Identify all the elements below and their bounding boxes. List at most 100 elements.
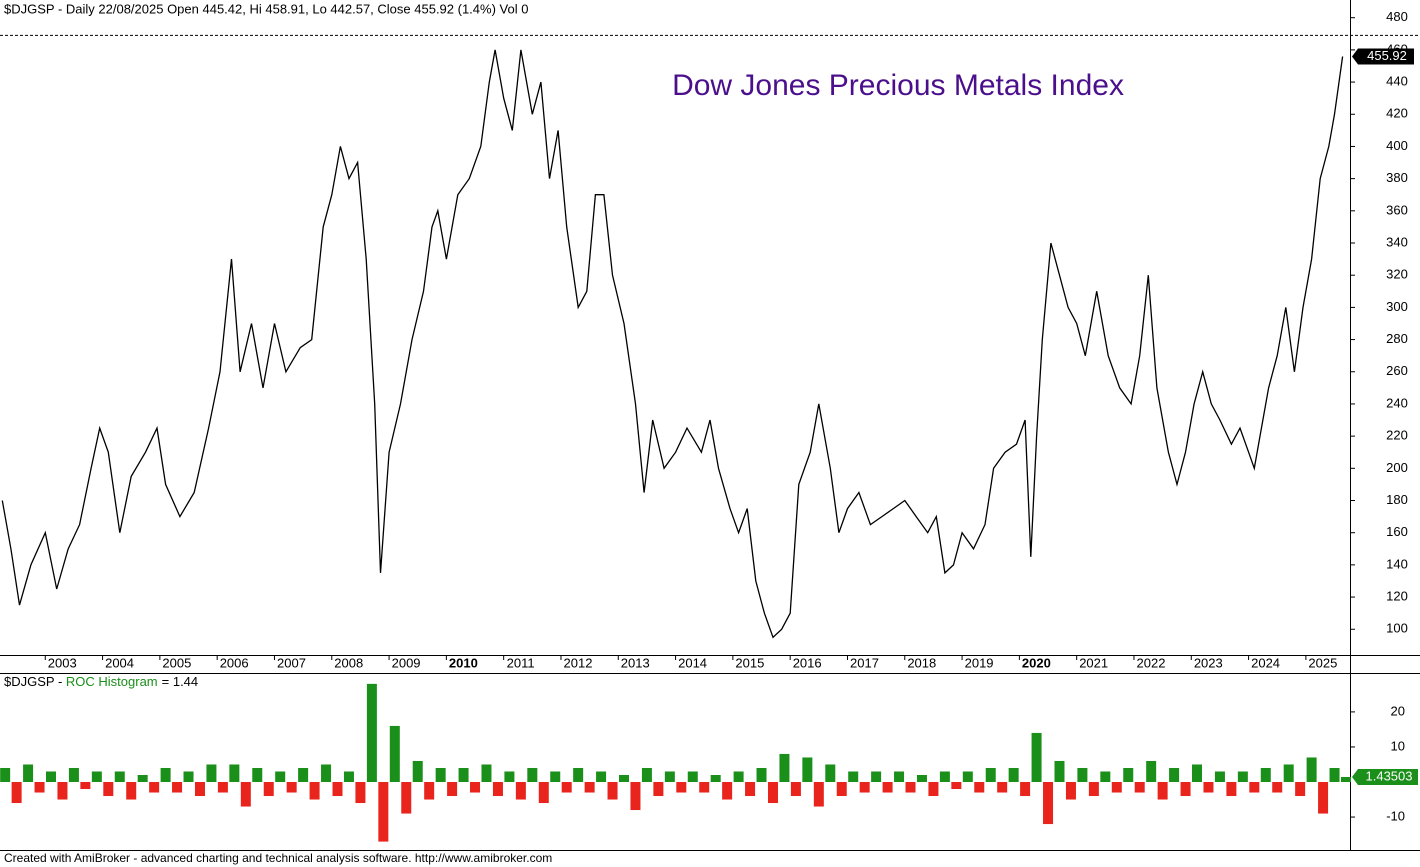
roc-bar (1123, 767, 1134, 783)
x-tick-label: 2010 (449, 655, 478, 670)
x-tick-label: 2011 (507, 655, 535, 670)
x-tick-label: 2015 (735, 655, 764, 670)
y-tick-label: 320 (1386, 267, 1408, 282)
roc-bar (286, 782, 297, 793)
roc-bar (1214, 771, 1225, 783)
roc-bar (985, 767, 996, 783)
roc-bar (470, 782, 481, 793)
roc-bar (137, 774, 148, 783)
roc-bar (149, 782, 160, 793)
y-tick-label: 260 (1386, 363, 1408, 378)
roc-bar (974, 782, 985, 793)
roc-bar (68, 767, 79, 783)
x-tick-label: 2008 (334, 655, 363, 670)
roc-bar (194, 782, 205, 797)
roc-bar (699, 782, 710, 793)
roc-bar (653, 782, 664, 797)
roc-bar (45, 771, 56, 783)
roc-bar (1146, 760, 1157, 783)
roc-bar (836, 782, 847, 797)
roc-bar (1180, 782, 1191, 797)
x-tick-label: 2004 (105, 655, 134, 670)
roc-bar (997, 782, 1008, 793)
roc-bar (859, 782, 870, 793)
roc-bar (939, 771, 950, 783)
roc-bar (1249, 782, 1260, 793)
roc-bar (1054, 760, 1065, 783)
x-tick-label: 2003 (48, 655, 77, 670)
roc-bar (11, 782, 22, 804)
x-tick-label: 2025 (1308, 655, 1337, 670)
price-header: $DJGSP - Daily 22/08/2025 Open 445.42, H… (4, 1, 528, 16)
roc-bar (767, 782, 778, 804)
roc-bar (252, 767, 263, 783)
last-value-label: 1.43503 (1366, 768, 1413, 783)
roc-bar (1008, 767, 1019, 783)
y-tick-label: 240 (1386, 395, 1408, 410)
roc-bar (366, 683, 377, 783)
roc-bar (23, 764, 34, 783)
roc-bar (424, 782, 435, 800)
roc-bar (550, 771, 561, 783)
x-tick-label: 2013 (621, 655, 650, 670)
roc-bar (1318, 782, 1329, 814)
roc-bar (687, 771, 698, 783)
y-tick-label: 360 (1386, 202, 1408, 217)
roc-bar (309, 782, 320, 800)
roc-bar (34, 782, 45, 793)
roc-bar (183, 771, 194, 783)
x-tick-label: 2024 (1251, 655, 1280, 670)
last-value-box (1352, 768, 1418, 785)
roc-bar (1306, 757, 1317, 783)
roc-bar (343, 771, 354, 783)
roc-bar (607, 782, 618, 800)
roc-bar (114, 771, 125, 783)
x-tick-label: 2009 (392, 655, 421, 670)
roc-bar (1065, 782, 1076, 800)
x-tick-label: 2023 (1194, 655, 1223, 670)
roc-header-prefix: $DJGSP - (4, 674, 66, 689)
roc-bar (561, 782, 572, 793)
roc-bar (217, 782, 228, 793)
y-tick-label: 280 (1386, 331, 1408, 346)
y-tick-label: 200 (1386, 460, 1408, 475)
x-tick-label: 2007 (277, 655, 306, 670)
y-tick-label: 300 (1386, 299, 1408, 314)
x-tick-label: 2014 (678, 655, 707, 670)
roc-bar (882, 782, 893, 793)
roc-bar (1329, 767, 1340, 783)
roc-bar (126, 782, 137, 800)
y-tick-label: 420 (1386, 106, 1408, 121)
x-tick-label: 2021 (1079, 655, 1108, 670)
roc-bar (1295, 782, 1306, 797)
y-tick-label: 20 (1391, 703, 1405, 718)
roc-bar (1043, 782, 1054, 825)
roc-bar (332, 782, 343, 797)
roc-bar (447, 782, 458, 797)
chart-title: Dow Jones Precious Metals Index (672, 69, 1124, 102)
roc-bar (492, 782, 503, 797)
roc-bar (630, 782, 641, 811)
roc-bar (389, 725, 400, 783)
roc-bar (813, 782, 824, 807)
roc-bar (962, 771, 973, 783)
roc-bar (1237, 771, 1248, 783)
roc-bar (0, 767, 11, 783)
roc-bar (538, 782, 549, 804)
last-value-label: 455.92 (1367, 48, 1407, 63)
roc-bar (275, 771, 286, 783)
roc-bar (481, 764, 492, 783)
indicator-name: ROC Histogram (66, 674, 158, 689)
roc-bar (1226, 782, 1237, 797)
price-line (1, 49, 1344, 639)
roc-bar (1272, 782, 1283, 793)
y-tick-label: 340 (1386, 234, 1408, 249)
roc-bar (458, 767, 469, 783)
y-tick-label: 140 (1386, 556, 1408, 571)
roc-bar (91, 771, 102, 783)
roc-bar (905, 782, 916, 793)
roc-bar (1157, 782, 1168, 800)
roc-bar (80, 782, 91, 790)
roc-bar (733, 771, 744, 783)
